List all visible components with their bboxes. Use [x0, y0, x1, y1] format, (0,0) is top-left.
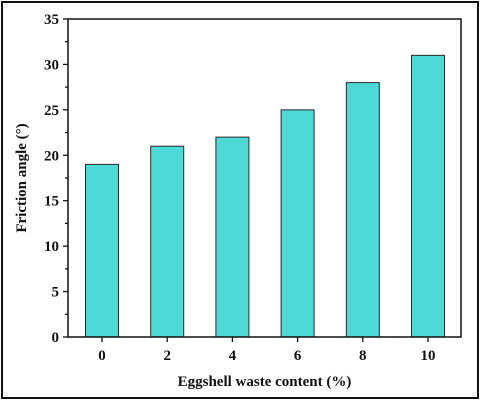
bar-4: [215, 136, 250, 338]
bar-6: [280, 109, 315, 338]
y-tick-label: 0: [52, 330, 60, 346]
bar-chart: 0 2 4 6 8 10 0 5 10 15 20 25 30 35 Eggshell waste con…: [14, 12, 462, 390]
plot-area-frame: [67, 18, 462, 338]
y-tick-label: 5: [52, 285, 60, 301]
y-tick-label: 15: [44, 194, 59, 210]
bar-8: [345, 82, 380, 338]
ticks-layer: 0 2 4 6 8 10 0 5 10 15 20 25 30 35: [44, 12, 436, 364]
x-tick-label: 0: [98, 348, 106, 364]
bar-2: [150, 145, 185, 338]
y-tick-label: 30: [44, 57, 59, 73]
bar-0: [85, 163, 119, 338]
bar-10: [411, 54, 445, 338]
x-tick-label: 8: [359, 348, 367, 364]
y-tick-label: 10: [44, 239, 59, 255]
y-tick-label: 25: [44, 103, 59, 119]
x-tick-label: 6: [294, 348, 302, 364]
y-axis-title: Friction angle (°): [14, 123, 30, 232]
x-tick-label: 4: [229, 348, 237, 364]
x-tick-label: 10: [421, 348, 436, 364]
y-tick-label: 20: [44, 148, 59, 164]
x-tick-label: 2: [163, 348, 171, 364]
bars-layer: [85, 54, 445, 338]
y-tick-label: 35: [44, 12, 59, 28]
x-axis-title: Eggshell waste content (%): [178, 374, 352, 390]
